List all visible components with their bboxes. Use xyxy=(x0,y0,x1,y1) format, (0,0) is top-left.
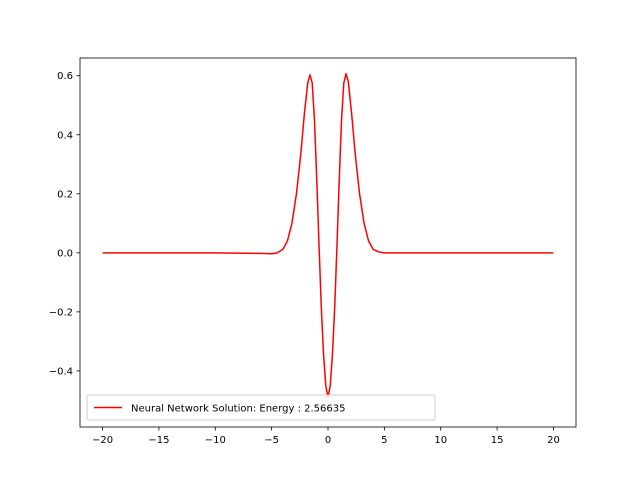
x-tick-label: 20 xyxy=(547,435,560,446)
x-axis: −20 −15 −10 −5 0 5 10 15 20 xyxy=(92,427,560,446)
x-tick-label: 10 xyxy=(434,435,447,446)
y-tick-label: 0.6 xyxy=(57,71,73,82)
x-tick-label: −5 xyxy=(264,435,279,446)
y-tick-label: −0.4 xyxy=(49,366,73,377)
x-tick-label: 15 xyxy=(491,435,504,446)
x-tick-label: −20 xyxy=(92,435,113,446)
x-tick-label: −10 xyxy=(205,435,226,446)
legend-box xyxy=(86,394,436,421)
legend: Neural Network Solution: Energy : 2.5663… xyxy=(86,394,436,421)
y-tick-label: 0.2 xyxy=(57,189,73,200)
y-tick-label: 0.4 xyxy=(57,130,73,141)
y-tick-label: 0.0 xyxy=(57,248,73,259)
y-axis: −0.4 −0.2 0.0 0.2 0.4 0.6 xyxy=(49,71,80,377)
x-tick-label: 0 xyxy=(325,435,331,446)
y-tick-label: −0.2 xyxy=(49,307,73,318)
legend-label: Neural Network Solution: Energy : 2.5663… xyxy=(131,404,345,415)
x-tick-label: 5 xyxy=(381,435,387,446)
x-tick-label: −15 xyxy=(148,435,169,446)
